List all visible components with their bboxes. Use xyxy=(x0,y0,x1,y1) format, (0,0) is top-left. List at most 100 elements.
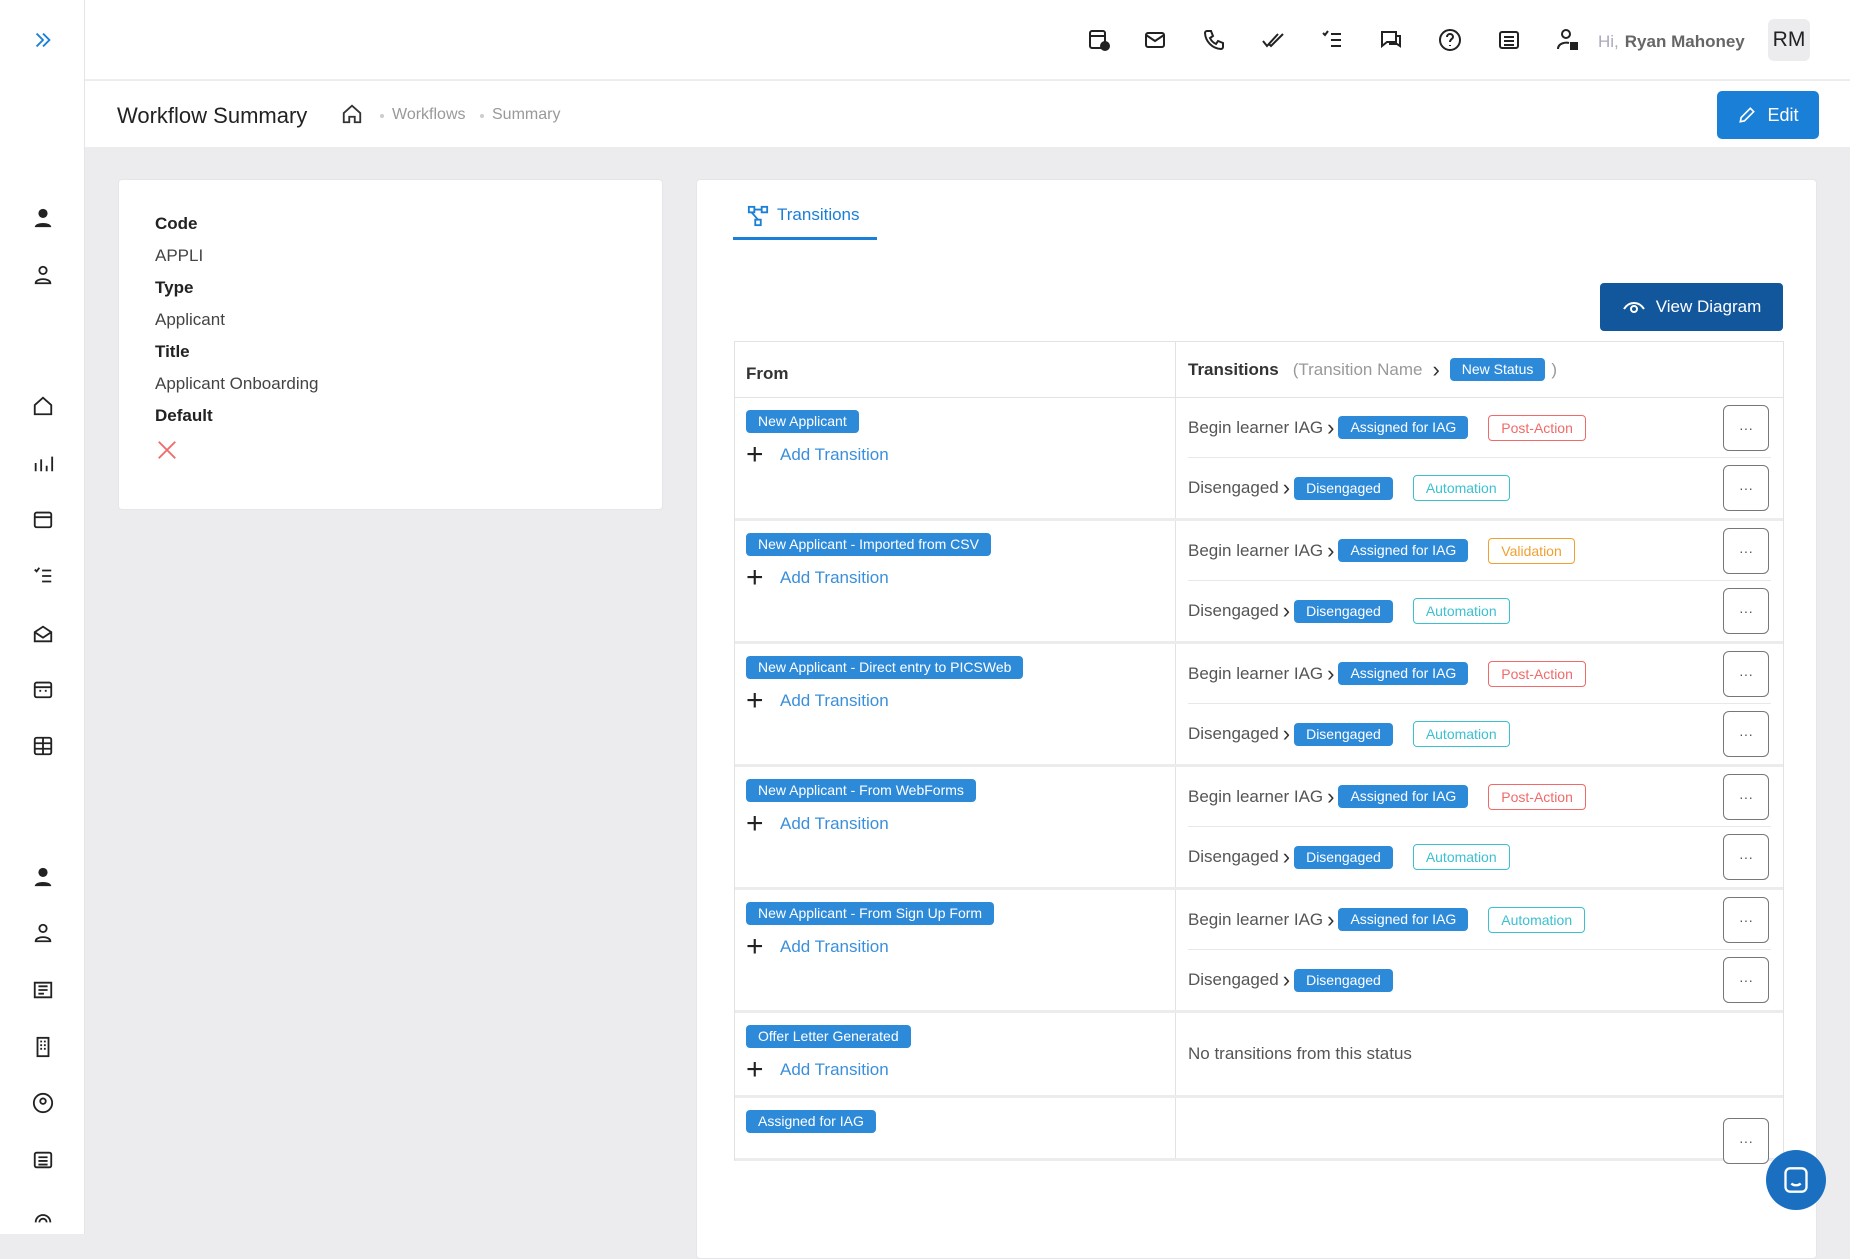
more-options-button[interactable]: ··· xyxy=(1723,1118,1769,1164)
transition-item: Disengaged › Disengaged Automation ··· xyxy=(1188,581,1771,641)
phone-icon[interactable] xyxy=(1202,28,1228,54)
new-status-badge: Assigned for IAG xyxy=(1338,662,1469,685)
plus-icon: + xyxy=(746,1053,764,1086)
transitions-card: Transitions View Diagram From Transition… xyxy=(696,179,1817,1259)
expand-sidebar-icon[interactable] xyxy=(30,27,56,53)
user-outline-icon[interactable] xyxy=(30,920,56,946)
home-icon[interactable] xyxy=(341,103,363,130)
inbox-icon[interactable] xyxy=(30,621,56,647)
from-status-badge: Offer Letter Generated xyxy=(746,1025,911,1048)
calendar-icon[interactable] xyxy=(30,506,56,532)
transitions-cell: Begin learner IAG › Assigned for IAG Valida… xyxy=(1176,521,1783,641)
chevron-right-icon: › xyxy=(1327,537,1335,563)
more-options-button[interactable]: ··· xyxy=(1723,774,1769,820)
signal-icon[interactable] xyxy=(30,1202,56,1228)
plus-icon: + xyxy=(746,807,764,840)
transition-name: Begin learner IAG xyxy=(1188,417,1324,437)
legend-transition-name: (Transition Name xyxy=(1292,359,1423,379)
transition-name: Disengaged xyxy=(1188,847,1279,866)
chevron-right-icon: › xyxy=(1327,660,1335,686)
from-status-badge: New Applicant xyxy=(746,410,859,433)
from-cell: New Applicant - Direct entry to PICSWeb +… xyxy=(735,644,1176,764)
col-from: From xyxy=(735,341,1176,398)
chat-icon xyxy=(1784,1167,1808,1193)
user-outline-icon[interactable] xyxy=(30,262,56,288)
from-status-badge: New Applicant - Imported from CSV xyxy=(746,533,991,556)
breadcrumb-workflows[interactable]: Workflows xyxy=(392,106,466,123)
view-diagram-button[interactable]: View Diagram xyxy=(1600,283,1783,331)
new-status-badge: Assigned for IAG xyxy=(1338,785,1469,808)
new-status-badge: Assigned for IAG xyxy=(1338,416,1469,439)
mail-icon[interactable] xyxy=(1143,28,1169,54)
view-diagram-label: View Diagram xyxy=(1655,297,1762,316)
add-transition-button[interactable]: + Add Transition xyxy=(746,684,1164,717)
help-icon[interactable] xyxy=(1438,28,1464,54)
user-filled-icon[interactable] xyxy=(30,205,56,231)
tab-transitions[interactable]: Transitions xyxy=(733,205,877,240)
more-options-button[interactable]: ··· xyxy=(1723,588,1769,634)
cross-icon xyxy=(156,439,178,466)
analytics-icon[interactable] xyxy=(30,450,56,476)
more-options-button[interactable]: ··· xyxy=(1723,897,1769,943)
news-icon[interactable] xyxy=(1497,28,1523,54)
more-options-button[interactable]: ··· xyxy=(1723,465,1769,511)
report-icon[interactable] xyxy=(30,977,56,1003)
checklist-icon[interactable] xyxy=(30,563,56,589)
add-transition-label: Add Transition xyxy=(780,1060,889,1079)
user-filled-icon[interactable] xyxy=(30,864,56,890)
more-options-button[interactable]: ··· xyxy=(1723,711,1769,757)
transitions-cell: ··· xyxy=(1176,1098,1783,1164)
new-status-badge: Disengaged xyxy=(1294,722,1393,746)
account-circle-icon[interactable] xyxy=(30,1090,56,1116)
tab-label: Transitions xyxy=(777,205,860,224)
transition-name: Disengaged xyxy=(1188,970,1279,989)
table-icon[interactable] xyxy=(30,733,56,759)
edit-button[interactable]: Edit xyxy=(1717,91,1819,139)
table-row: New Applicant + Add Transition Begin learne… xyxy=(735,398,1783,521)
double-check-icon[interactable] xyxy=(1261,28,1287,54)
calendar-add-icon[interactable] xyxy=(1087,28,1113,54)
add-transition-button[interactable]: + Add Transition xyxy=(746,1053,1164,1086)
plus-icon: + xyxy=(746,684,764,717)
avatar[interactable]: RM xyxy=(1768,19,1810,61)
add-transition-button[interactable]: + Add Transition xyxy=(746,438,1164,471)
schedule-icon[interactable] xyxy=(30,676,56,702)
user-lock-icon[interactable] xyxy=(1556,28,1582,54)
breadcrumb-summary: Summary xyxy=(492,106,561,123)
plus-icon: + xyxy=(746,438,764,471)
add-transition-label: Add Transition xyxy=(780,568,889,587)
transition-item: Disengaged › Disengaged Automation ··· xyxy=(1188,704,1771,764)
transition-item: Disengaged › Disengaged Automation ··· xyxy=(1188,827,1771,887)
col-transitions-label: Transitions xyxy=(1188,359,1279,379)
user-greeting: Hi, Ryan Mahoney xyxy=(1598,32,1745,52)
transitions-cell: Begin learner IAG › Assigned for IAG Post-A… xyxy=(1176,767,1783,887)
chevron-right-icon: › xyxy=(1327,906,1335,932)
more-options-button[interactable]: ··· xyxy=(1723,405,1769,451)
building-icon[interactable] xyxy=(30,1034,56,1060)
transition-item: Begin learner IAG › Assigned for IAG Automa… xyxy=(1188,890,1771,950)
news-icon[interactable] xyxy=(30,1147,56,1173)
checklist-icon[interactable] xyxy=(1320,28,1346,54)
chat-launcher-button[interactable] xyxy=(1766,1150,1826,1210)
table-row: New Applicant - Imported from CSV + Add Tr… xyxy=(735,521,1783,644)
add-transition-label: Add Transition xyxy=(780,937,889,956)
add-transition-button[interactable]: + Add Transition xyxy=(746,563,1164,593)
home-icon[interactable] xyxy=(30,393,56,419)
transition-name: Disengaged xyxy=(1188,724,1279,743)
from-cell: New Applicant - From Sign Up Form + Add Tr… xyxy=(735,890,1176,1010)
transition-name: Disengaged xyxy=(1188,478,1279,497)
more-options-button[interactable]: ··· xyxy=(1723,834,1769,880)
transitions-table: From Transitions (Transition Name › New Sta… xyxy=(734,341,1784,1164)
action-tag: Validation xyxy=(1488,537,1575,564)
chat-icon[interactable] xyxy=(1379,28,1405,54)
sidebar xyxy=(0,0,85,1234)
more-options-button[interactable]: ··· xyxy=(1723,957,1769,1003)
more-options-button[interactable]: ··· xyxy=(1723,651,1769,697)
add-transition-button[interactable]: + Add Transition xyxy=(746,932,1164,962)
from-status-badge: Assigned for IAG xyxy=(746,1110,876,1133)
chevron-right-icon: › xyxy=(1327,414,1335,440)
table-row: New Applicant - From WebForms + Add Transi… xyxy=(735,767,1783,890)
add-transition-button[interactable]: + Add Transition xyxy=(746,807,1164,840)
more-options-button[interactable]: ··· xyxy=(1723,528,1769,574)
transition-name: Begin learner IAG xyxy=(1188,663,1324,683)
